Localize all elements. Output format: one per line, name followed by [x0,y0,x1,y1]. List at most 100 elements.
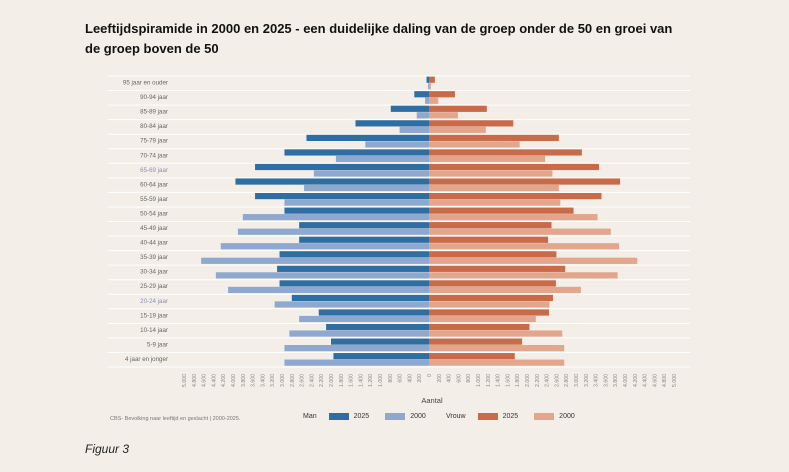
bar-man-2025 [284,149,429,156]
bar-man-2000 [304,184,429,192]
bar-vrouw-2025 [429,236,549,243]
bar-vrouw-2000 [429,272,618,279]
bar-man-2025 [255,163,429,171]
x-tick-label: 1.400 [496,374,502,387]
x-tick-label: 5.000 [182,374,188,387]
bar-man-2000 [299,315,429,323]
bar-man-2025 [279,251,429,258]
category-label: 55-59 jaar [140,196,168,203]
x-tick-label: 2.800 [290,374,296,387]
x-tick-label: 0 [427,374,433,377]
bar-man-2025 [333,353,429,360]
category-label: 20-24 jaar [140,298,168,305]
bar-vrouw-2000 [429,286,581,293]
x-tick-label: 400 [447,374,453,383]
grid-layer [108,75,690,368]
legend-swatch-vrouw-2025 [477,413,498,420]
legend-swatch-man-2000 [385,413,406,420]
x-tick-label: 3.400 [594,374,600,387]
x-tick-label: 1.800 [515,374,521,387]
bar-vrouw-2025 [429,280,556,287]
bar-man-2025 [426,76,429,83]
x-tick-label: 1.000 [378,374,384,387]
x-tick-label: 3.600 [251,374,257,387]
x-tick-label: 2.000 [329,374,335,387]
x-tick-label: 4.000 [623,374,629,387]
category-label: 10-14 jaar [140,327,168,334]
bar-man-2000 [399,126,429,133]
x-tick-label: 2.200 [319,374,325,387]
category-label: 95 jaar en ouder [123,80,168,87]
legend-label-man-2000: 2000 [410,413,426,420]
x-tick-label: 800 [466,374,472,383]
legend-swatch-man-2025 [328,413,349,420]
legend-vrouw: Vrouw 2025 2000 [446,413,591,420]
bar-man-2025 [235,178,429,185]
bar-vrouw-2000 [429,112,458,119]
x-tick-label: 4.800 [192,374,198,387]
bar-man-2000 [416,112,429,119]
x-tick-label: 200 [417,374,423,383]
category-label: 90-94 jaar [140,94,168,101]
x-tick-label: 5.000 [672,374,678,387]
source-note: CBS- Bevolking naar leeftijd en geslacht… [110,416,241,422]
x-tick-label: 2.000 [525,374,531,387]
bar-man-2000 [284,359,429,366]
bar-vrouw-2000 [429,199,561,206]
bar-vrouw-2025 [429,105,487,112]
bar-vrouw-2000 [429,257,638,264]
x-tick-label: 2.600 [300,374,306,387]
category-label: 75-79 jaar [140,138,168,145]
bar-man-2000 [242,214,429,221]
x-tick-label: 2.400 [309,374,315,387]
category-label: 5-9 jaar [147,341,168,348]
category-label: 4 jaar en jonger [125,356,168,363]
bar-vrouw-2000 [429,330,563,337]
x-tick-label: 400 [407,374,413,383]
x-tick-label: 1.600 [505,374,511,387]
category-label: 85-89 jaar [140,109,168,116]
bar-vrouw-2025 [429,251,557,258]
bar-vrouw-2000 [429,155,546,163]
x-tick-label: 1.000 [476,374,482,387]
category-label: 30-34 jaar [140,269,168,276]
x-tick-label: 3.400 [260,374,266,387]
category-label: 45-49 jaar [140,225,168,232]
bar-vrouw-2000 [429,301,550,308]
legend-man-label: Man [303,413,317,420]
bar-man-2000 [274,301,429,308]
bar-vrouw-2025 [429,323,530,331]
bar-man-2000 [425,97,429,104]
bar-vrouw-2000 [429,359,565,366]
bar-man-2025 [326,323,429,331]
x-tick-label: 4.600 [652,374,658,387]
bar-vrouw-2000 [429,126,486,133]
x-tick-label: 3.800 [613,374,619,387]
legend-swatch-vrouw-2000 [534,413,555,420]
bar-vrouw-2025 [429,134,559,141]
x-tick-label: 800 [388,374,394,383]
bar-vrouw-2025 [429,294,553,302]
category-labels: 95 jaar en ouder 90-94 jaar 85-89 jaar 80-8… [123,80,168,363]
x-tick-label: 1.200 [368,374,374,387]
bar-vrouw-2025 [429,91,455,98]
x-tick-label: 200 [437,374,443,383]
bar-man-2025 [390,105,429,112]
x-tick-label: 2.200 [535,374,541,387]
bar-vrouw-2025 [429,163,600,171]
bar-vrouw-2025 [429,149,582,156]
x-tick-label: 3.200 [270,374,276,387]
bar-vrouw-2025 [429,222,552,229]
bar-man-2025 [318,309,429,316]
bar-vrouw-2025 [429,309,550,316]
legend-item-vrouw-2000: 2000 [534,413,575,420]
category-label: 25-29 jaar [140,283,168,290]
x-tick-label: 1.800 [339,374,345,387]
x-tick-label: 3.200 [584,374,590,387]
bar-man-2025 [284,207,429,214]
chart-title: Leeftijdspiramide in 2000 en 2025 - een … [85,21,673,56]
bar-vrouw-2025 [429,120,514,127]
bar-man-2025 [306,134,429,141]
x-tick-label: 4.200 [633,374,639,387]
category-label: 50-54 jaar [140,210,168,217]
